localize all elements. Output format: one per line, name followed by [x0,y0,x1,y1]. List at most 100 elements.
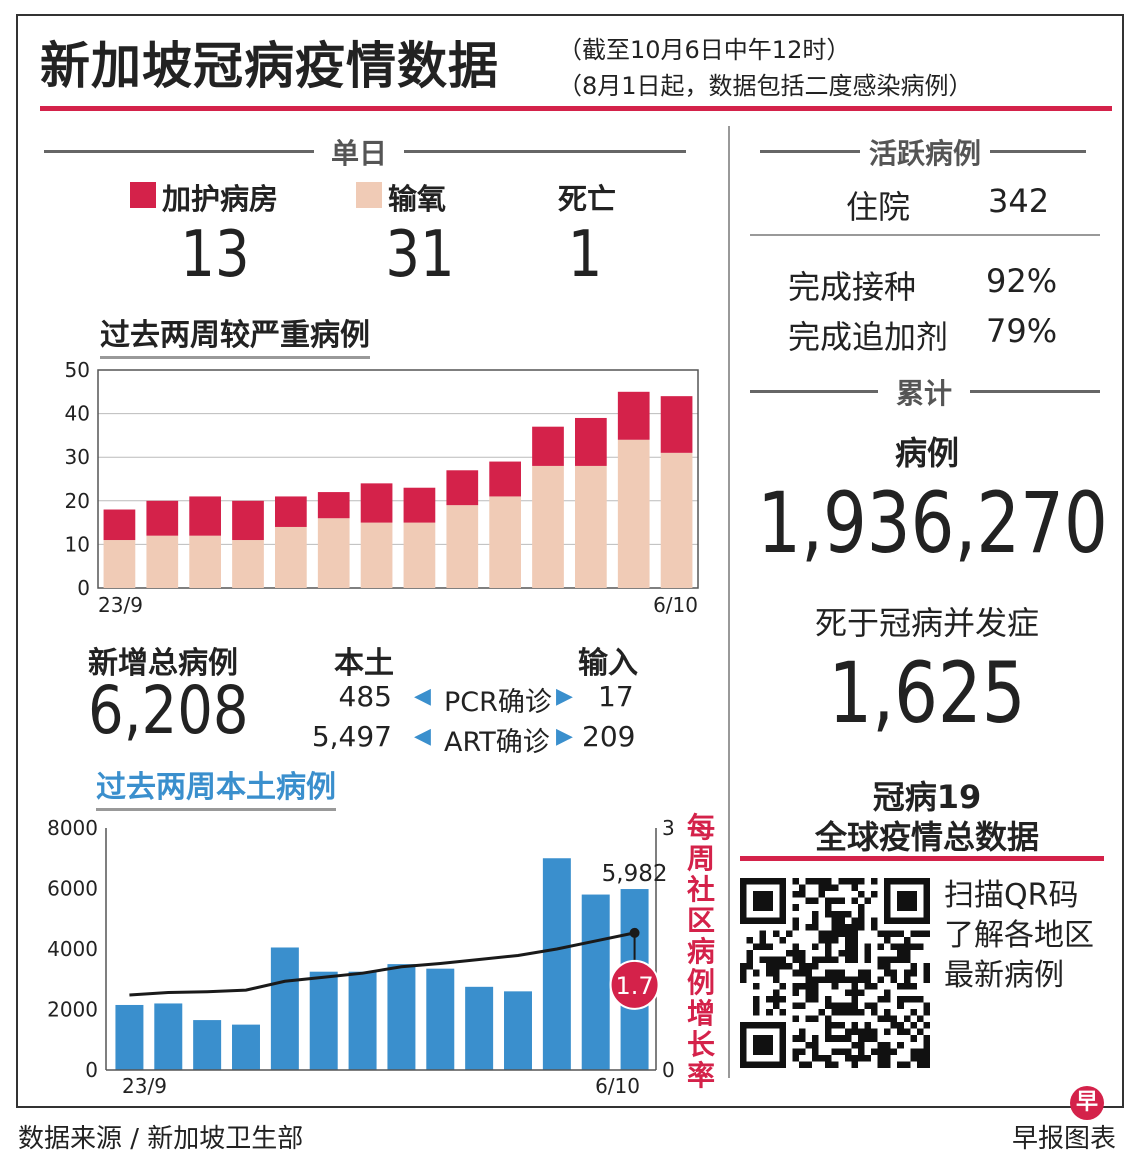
icu-label: 加护病房 [162,182,279,216]
art-label: ART确诊 [444,727,550,758]
death-value: 1 [567,218,603,292]
subtitle-line-1: （截至10月6日中午12时） [558,36,851,64]
active-heading: 活跃病例 [868,137,981,170]
qr-text-line: 扫描QR码 [944,878,1079,913]
severe-cases-chart: 0 10 20 30 40 50 23/9 6/10 [65,358,699,617]
global-title-line-1: 冠病19 [872,778,982,816]
y-tick-label: 0 [85,1058,98,1082]
import-label: 输入 [578,646,638,681]
local-case-bar [309,971,338,1070]
vaccinated-label: 完成接种 [788,268,917,306]
icu-bar [103,509,136,541]
icu-bar [189,496,221,536]
new-cases-label: 新增总病例 [88,646,238,681]
y-tick-label: 4000 [47,937,98,961]
latest-value-label: 5,982 [602,861,668,887]
y-tick-label: 40 [65,402,90,426]
icu-bar [575,417,607,466]
section-rule [750,390,878,393]
arrow-left-icon: ◀ [414,724,431,749]
local-case-bar [542,858,571,1070]
subtitle-line-2: （8月1日起，数据包括二度感染病例） [558,72,973,100]
new-cases-value: 6,208 [88,672,249,749]
icu-bar [489,461,521,497]
global-title-line-2: 全球疫情总数据 [814,818,1039,856]
arrow-right-icon: ▶ [556,684,573,709]
daily-heading: 单日 [330,137,387,170]
oxygen-bar [189,535,221,588]
icu-bar [660,396,693,453]
oxygen-bar [617,439,650,588]
local-case-bar [270,947,299,1070]
page-title: 新加坡冠病疫情数据 [40,37,499,95]
section-rule [404,150,686,153]
icu-legend-swatch [130,182,156,208]
plot-frame [97,369,699,589]
oxygen-bar [403,522,436,588]
y-tick-label: 10 [65,532,90,556]
oxygen-bar [360,522,393,588]
icu-bar [532,426,564,466]
art-import-value: 209 [582,720,636,753]
y-tick-label: 50 [65,358,90,382]
qr-instructions: 扫描QR码 了解各地区 最新病例 [944,876,1094,996]
local-case-bar [387,964,416,1070]
oxygen-bar [532,465,564,588]
oxygen-label: 输氧 [388,182,447,216]
section-rule [990,150,1086,153]
y-tick-label: 8000 [47,816,98,840]
section-rule [760,150,860,153]
severe-chart-title: 过去两周较严重病例 [100,310,370,359]
qr-text-line: 最新病例 [944,958,1064,993]
pcr-local-value: 485 [338,680,392,713]
section-rule [44,150,314,153]
icu-bar [317,492,350,519]
icu-bar [232,500,264,541]
local-case-bar [426,968,455,1070]
cumulative-cases-label: 病例 [894,434,959,472]
global-rule [740,856,1104,861]
growth-rate-line [129,931,635,997]
arrow-left-icon: ◀ [414,684,431,709]
hospitalised-label: 住院 [846,188,911,226]
booster-label: 完成追加剂 [788,318,949,356]
icu-bar [146,500,179,536]
y2-tick-label: 3 [662,816,675,840]
x-tick-label: 23/9 [122,1074,167,1098]
credit-text: 早报图表 [1012,1124,1117,1154]
divider [750,234,1100,236]
oxygen-bar [275,526,307,588]
y-tick-label: 0 [77,576,90,600]
hospitalised-value: 342 [988,182,1050,220]
x-tick-label: 6/10 [595,1074,640,1098]
oxygen-bar [232,540,264,588]
header-rule [40,106,1112,111]
icu-bar [617,391,650,440]
y-tick-label: 2000 [47,998,98,1022]
cumulative-deaths-value: 1,625 [828,644,1026,742]
vaccinated-value: 92% [986,262,1058,300]
column-divider [728,126,730,1078]
local-case-bar [504,991,532,1070]
source-text: 数据来源 / 新加坡卫生部 [18,1124,304,1154]
y-tick-label: 20 [65,489,90,513]
icu-bar [403,487,436,523]
local-case-bar [348,971,377,1070]
qr-code-icon[interactable] [740,878,930,1068]
cumulative-deaths-label: 死于冠病并发症 [814,604,1039,642]
oxygen-bar [446,505,479,588]
local-case-bar [154,1003,183,1070]
icu-value: 13 [180,218,250,292]
y2-tick-label: 0 [662,1058,675,1082]
local-case-bar [465,986,494,1070]
section-rule [970,390,1100,393]
infographic-frame [16,14,1124,1108]
pcr-import-value: 17 [598,680,634,713]
page-subtitle: （截至10月6日中午12时） （8月1日起，数据包括二度感染病例） [558,32,973,104]
x-tick-label: 6/10 [653,593,698,617]
oxygen-bar [489,496,521,588]
local-label: 本土 [334,646,394,681]
local-case-bar [193,1020,222,1070]
oxygen-bar [317,518,350,588]
growth-rate-axis-label: 每周社区病例增长率 [686,811,715,1092]
